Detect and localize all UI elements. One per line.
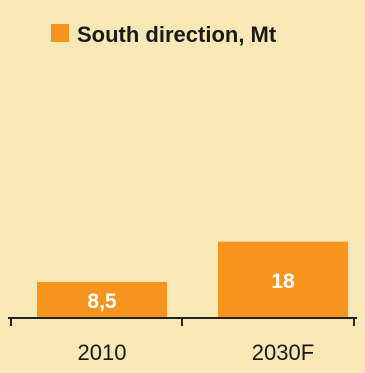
data-label-2010: 8,5 <box>87 290 117 313</box>
data-label-2030f: 18 <box>271 270 295 293</box>
bar-2010 <box>37 281 167 318</box>
bar-2030f <box>218 241 348 318</box>
legend-label: South direction, Mt <box>77 22 277 47</box>
x-axis: 2010 2030F <box>8 317 357 365</box>
legend-swatch <box>51 24 69 42</box>
x-tick-label-2030f: 2030F <box>252 340 314 365</box>
bars: 8,5 18 <box>37 241 348 318</box>
x-tick-label-2010: 2010 <box>78 340 127 365</box>
legend: South direction, Mt <box>51 22 277 47</box>
